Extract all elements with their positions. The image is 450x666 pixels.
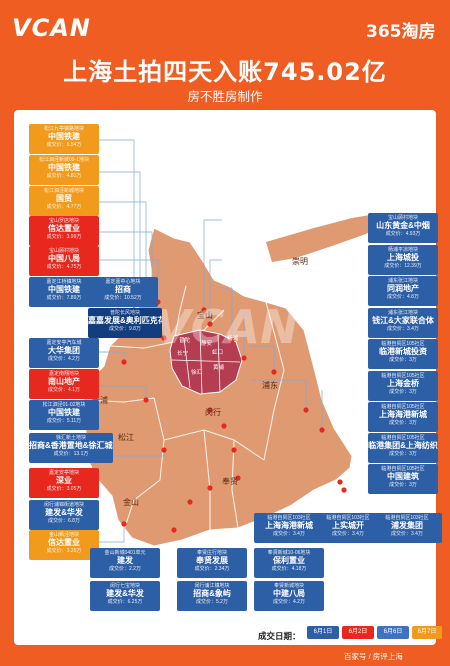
legend-jun7: 6月7日 [412,626,442,639]
plot-card[interactable]: 嘉定南翔地块 南山地产 成交价：4.1万 [29,369,99,399]
plot-card[interactable]: 宝山罗店地块 信达置业 成交价：3.99万 [29,216,99,246]
plot-card[interactable]: 临港自贸区105社区 临港新城投资 成交价：3万 [368,339,438,369]
district-jingan: 静安 [201,341,213,347]
chongming-island [266,214,386,262]
plot-card[interactable]: 临港自贸区105社区 中国建筑 成交价：3万 [368,464,438,494]
district-qingpu: 青浦 [92,396,108,405]
plot-card[interactable]: 松江九亭镇路地块 中国铁建 成交价：5.54万 [29,124,99,154]
plot-card[interactable]: 闵行浦锦街道地块 建发&华发 成交价：6.8万 [29,500,99,530]
plot-card[interactable]: 嘉定安亭汽车城 大华集团 成交价：4.2万 [29,338,99,368]
plot-card[interactable]: 宝山顾村地块 中国八局 成交价：4.75万 [29,246,99,276]
page-subtitle: 房不胜房制作 [187,89,263,104]
legend-label: 成交日期： [258,631,301,641]
legend-jun6: 6月6日 [377,626,409,639]
plot-card[interactable]: 杨浦平凉地块 上海城投 成交价：12.39万 [368,245,438,275]
shanghai-map [81,139,386,547]
plot-card[interactable]: 临港自贸区103社区 上实城开 成交价：3.4万 [313,513,383,543]
plot-card[interactable]: 金山枫泾地块 信达置业 成交价：3.25万 [29,530,99,560]
watermark: VCAN [155,300,299,354]
district-pudong: 浦东 [262,381,278,390]
plot-card[interactable]: 临港自贸区105社区 上海金桥 成交价：3万 [368,371,438,401]
district-xuhui: 徐汇 [191,370,203,376]
plot-card[interactable]: 金山新城0401单元 建发 成交价：2.2万 [90,548,160,578]
district-yangpu: 杨浦 [227,336,239,342]
district-jinshan: 金山 [123,498,139,507]
plot-card[interactable]: 浦东张江地块 同润地产 成交价：4.8万 [368,276,438,306]
plot-card[interactable]: 临港自贸区105社区 上海海港新城 成交价：3万 [368,402,438,432]
district-fengxian: 奉贤 [222,477,238,486]
plot-card[interactable]: 嘉定嘉中心地块 招商 成交价：10.52万 [88,277,158,307]
plot-card[interactable]: 宝山顾村地块 山东黄金&中烟 成交价：4.93万 [368,213,438,243]
plot-card[interactable]: 松江泗泾新城09-1地块 中国铁建 成交价：4.81万 [29,155,99,185]
plot-card[interactable]: 嘉定江桥镇地块 中国铁建 成交价：7.89万 [29,277,99,307]
plot-card[interactable]: 临港自贸区105社区 临港集团&上海纺织 成交价：3万 [368,433,438,463]
plot-card[interactable]: 闵行浦江镇地块 招商&象屿 成交价：5.2万 [177,581,247,611]
plot-card[interactable]: 松江泗泾01-02地块 中国铁建 成交价：5.11万 [29,400,99,430]
legend-jun2: 6月2日 [342,626,374,639]
district-baoshan: 宝山 [197,311,213,320]
source-credit: 百家号 / 房评上海 [344,652,403,661]
legend-jun1: 6月1日 [307,626,339,639]
plot-card[interactable]: 奉贤新城地块 中建八局 成交价：4.2万 [254,581,324,611]
page-title: 上海土拍四天入账745.02亿 [63,58,387,86]
district-putuo: 普陀 [179,338,191,344]
plot-card[interactable]: 临港自贸区103社区 上海海港新城 成交价：3.4万 [254,513,324,543]
central-urban-area [169,329,243,395]
plot-card[interactable]: 徐汇新土地块 招商&香港置地&徐汇城投 成交价：13.1万 [29,433,113,463]
district-hongkou: 虹口 [212,350,224,356]
footer-bar [0,645,450,666]
plot-card[interactable]: 嘉定安亭地块 深业 成交价：3.05万 [29,468,99,498]
plot-card[interactable]: 奉贤新城10-06地块 保利置业 成交价：4.18万 [254,548,324,578]
district-changning: 长宁 [177,351,189,357]
vcan-logo: VCAN [12,14,91,42]
plot-card[interactable]: 松江泗泾新城地块 国贸 成交价：4.77万 [29,186,99,216]
district-songjiang: 松江 [118,433,134,442]
district-chongming: 崇明 [292,257,308,266]
district-huangpu: 黄浦 [213,365,225,371]
plot-card[interactable]: 临港自贸区103社区 浦发集团 成交价：3.4万 [372,513,442,543]
district-minhang: 闵行 [205,408,221,417]
plot-card[interactable]: 闵行七宝地块 建发&华发 成交价：6.25万 [90,581,160,611]
365taofang-logo: 365淘房 [366,22,436,42]
plot-card[interactable]: 奉贤庄行地块 奉贤发展 成交价：2.34万 [177,548,247,578]
plot-card[interactable]: 浦东张江地块 钱江&大家联合体 成交价：3.4万 [368,308,438,338]
